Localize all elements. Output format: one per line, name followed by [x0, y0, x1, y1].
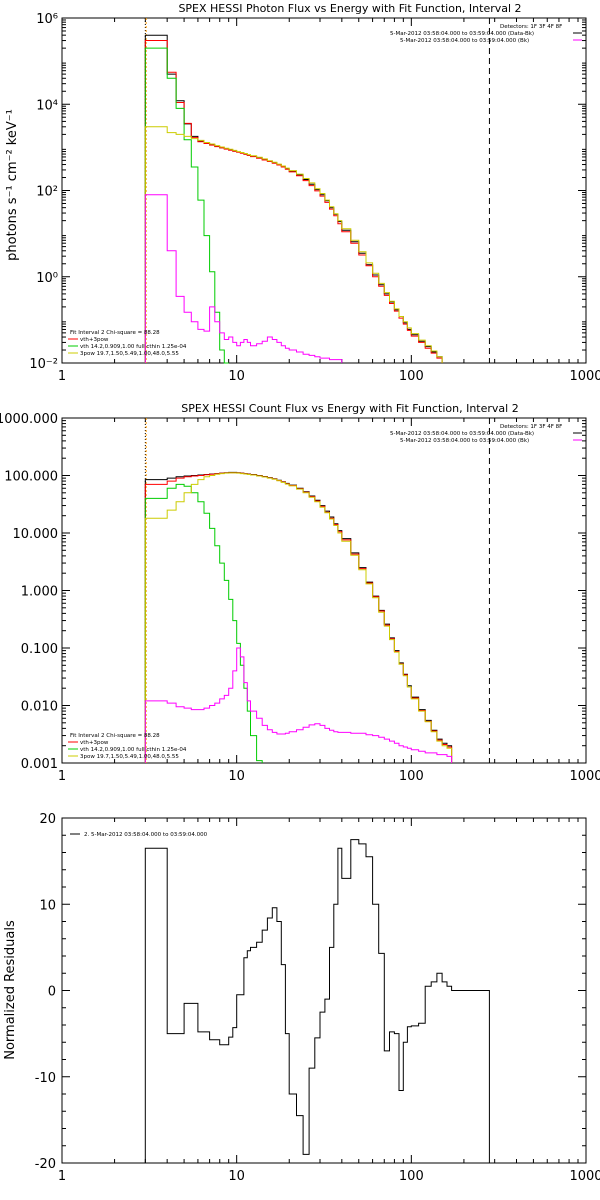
- panel1-ticks: 1 10 100 1000 10⁻² 10⁰ 10² 10⁴ 10⁶: [29, 12, 600, 384]
- series-line-vth: [144, 483, 263, 763]
- x-tick-label: 10: [228, 769, 245, 784]
- panel2-legend-vth: vth 14.2,0.909,1.00 full cthin 1.25e-04: [80, 747, 187, 753]
- series-line-bk: [144, 194, 343, 363]
- panel3-series: [144, 839, 490, 1163]
- y-tick-label: -10: [35, 1071, 56, 1086]
- y-tick-label: 10: [39, 898, 56, 913]
- photon-flux-panel: SPEX HESSI Photon Flux vs Energy with Fi…: [5, 2, 600, 384]
- panel3-plot-frame: [61, 817, 587, 1164]
- panel2-legend-fit-interval: Fit Interval 2 Chi-square = 88.28: [70, 733, 160, 739]
- x-tick-label: 1000: [569, 769, 600, 784]
- panel1-legend-fit-interval: Fit Interval 2 Chi-square = 88.28: [70, 330, 160, 336]
- y-tick-label: 0.001: [21, 757, 58, 772]
- panel1-legend-data-bk: 5-Mar-2012 03:58:04.000 to 03:59:04.000 …: [390, 31, 534, 37]
- x-tick-label: 100: [399, 369, 424, 384]
- x-tick-label: 10: [228, 1169, 245, 1184]
- panel2-title: SPEX HESSI Count Flux vs Energy with Fit…: [181, 402, 518, 415]
- panel2-legend-bottom: Fit Interval 2 Chi-square = 88.28 vth+3p…: [68, 733, 187, 760]
- panel3-y-axis-label: Normalized Residuals: [3, 920, 18, 1060]
- y-tick-label: 1.000: [21, 585, 58, 600]
- panel2-legend-data-bk: 5-Mar-2012 03:58:04.000 to 03:59:04.000 …: [390, 431, 534, 437]
- y-tick-label: 1000.000: [0, 412, 58, 427]
- x-tick-label: 1: [58, 369, 66, 384]
- panel3-legend: 2. 5-Mar-2012 03:58:04.000 to 03:59:04.0…: [70, 832, 208, 838]
- panel1-legend-bk: 5-Mar-2012 03:58:04.000 to 03:59:04.000 …: [400, 38, 529, 44]
- panel2-legend-bk: 5-Mar-2012 03:58:04.000 to 03:59:04.000 …: [400, 438, 529, 444]
- x-tick-label: 1000: [569, 369, 600, 384]
- panel2-legend-top: Detectors: 1F 3F 4F 8F 5-Mar-2012 03:58:…: [390, 424, 582, 444]
- panel2-plot-frame: [61, 417, 587, 764]
- series-line-3pow: [144, 472, 453, 763]
- residuals-panel: Normalized Residuals 1 10 100 1000 -20 -10 0 10…: [3, 812, 600, 1184]
- x-tick-label: 100: [399, 769, 424, 784]
- series-line-vth-3pow: [144, 40, 443, 363]
- y-tick-label: 20: [39, 812, 56, 827]
- x-tick-label: 1000: [569, 1169, 600, 1184]
- panel1-legend-detectors: Detectors: 1F 3F 4F 8F: [500, 24, 562, 30]
- panel3-legend-label: 2. 5-Mar-2012 03:58:04.000 to 03:59:04.0…: [84, 832, 208, 838]
- panel1-legend-model: vth+3pow: [80, 337, 109, 343]
- series-line-residuals: [144, 839, 490, 1163]
- y-tick-label: 10²: [36, 185, 58, 200]
- panel1-y-axis-label: photons s⁻¹ cm⁻² keV⁻¹: [5, 109, 20, 261]
- panel3-ticks: 1 10 100 1000 -20 -10 0 10 20: [35, 812, 600, 1184]
- panel1-series: [144, 18, 490, 364]
- series-line-data: [144, 34, 443, 363]
- y-tick-label: 10⁴: [36, 98, 58, 113]
- panel1-title: SPEX HESSI Photon Flux vs Energy with Fi…: [178, 2, 521, 15]
- y-tick-label: -20: [35, 1157, 56, 1172]
- panel1-legend-top: Detectors: 1F 3F 4F 8F 5-Mar-2012 03:58:…: [390, 24, 582, 44]
- y-tick-label: 0: [48, 985, 56, 1000]
- y-tick-label: 0.100: [21, 642, 58, 657]
- y-tick-label: 100.000: [4, 470, 58, 485]
- series-line-vth-3pow: [144, 472, 453, 763]
- y-tick-label: 10.000: [13, 527, 59, 542]
- panel1-legend-bottom: Fit Interval 2 Chi-square = 88.28 vth+3p…: [68, 330, 187, 357]
- panel1-legend-3pow: 3pow 19.7,1.50,5.49,1.00,48.0,5.55: [80, 351, 179, 357]
- series-line-bk: [144, 647, 453, 763]
- panel2-legend-detectors: Detectors: 1F 3F 4F 8F: [500, 424, 562, 430]
- count-flux-panel: SPEX HESSI Count Flux vs Energy with Fit…: [0, 402, 600, 784]
- y-tick-label: 0.010: [21, 700, 58, 715]
- panel2-legend-model: vth+3pow: [80, 740, 109, 746]
- series-line-data: [144, 471, 453, 763]
- x-tick-label: 100: [399, 1169, 424, 1184]
- panel2-series: [144, 418, 490, 763]
- x-tick-label: 1: [58, 1169, 66, 1184]
- series-line-vth-14-2-0-909-1-00-: [144, 47, 229, 364]
- x-tick-label: 10: [228, 369, 245, 384]
- series-line-3pow-19-7-1-50-5-49-: [144, 126, 443, 363]
- x-tick-label: 1: [58, 769, 66, 784]
- panel1-plot-frame: [61, 17, 587, 364]
- panel1-legend-vth: vth 14.2,0.909,1.00 full cthin 1.25e-04: [80, 344, 187, 350]
- panel2-ticks: 1 10 100 1000 0.001 0.010 0.100 1.000 10.000 100.…: [0, 412, 600, 784]
- y-tick-label: 10⁻²: [29, 357, 58, 372]
- panel2-legend-3pow: 3pow 19.7,1.50,5.49,1.00,48.0,5.55: [80, 754, 179, 760]
- y-tick-label: 10⁰: [36, 271, 58, 286]
- y-tick-label: 10⁶: [36, 12, 58, 27]
